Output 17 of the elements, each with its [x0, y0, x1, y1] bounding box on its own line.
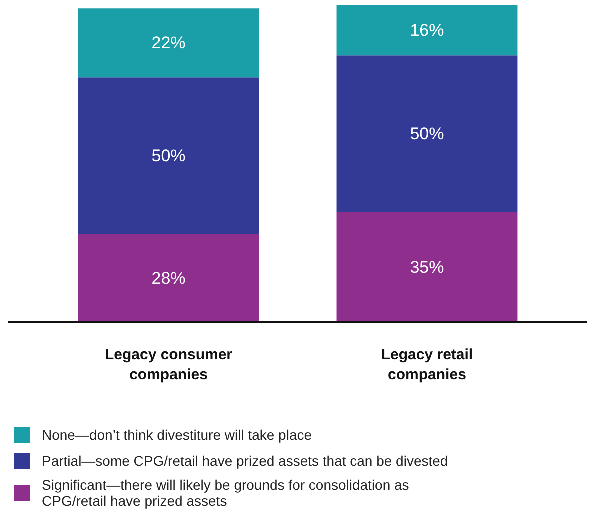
bar — [78, 234, 260, 322]
data-label: 28% — [152, 268, 186, 288]
x-tick-label: Legacy retail companies — [381, 346, 474, 384]
legend-label: Significant—there will likely be grounds for consolidation as CPG/retail have prized assets — [42, 477, 410, 509]
legend-label: Partial—some CPG/retail have prized assets that can be divested — [42, 453, 448, 469]
bar — [336, 212, 518, 322]
data-label: 50% — [152, 146, 186, 166]
x-tick-label: Legacy consumer companies — [104, 346, 233, 384]
data-label: 22% — [152, 34, 186, 53]
bar — [336, 6, 518, 56]
bar — [78, 78, 260, 234]
data-label: 50% — [410, 124, 444, 144]
legend-label: None—don’t think divestiture will take place — [42, 427, 312, 443]
data-label: 35% — [410, 258, 444, 277]
bar — [78, 8, 260, 78]
data-label: 16% — [410, 21, 444, 40]
bar — [336, 56, 518, 212]
